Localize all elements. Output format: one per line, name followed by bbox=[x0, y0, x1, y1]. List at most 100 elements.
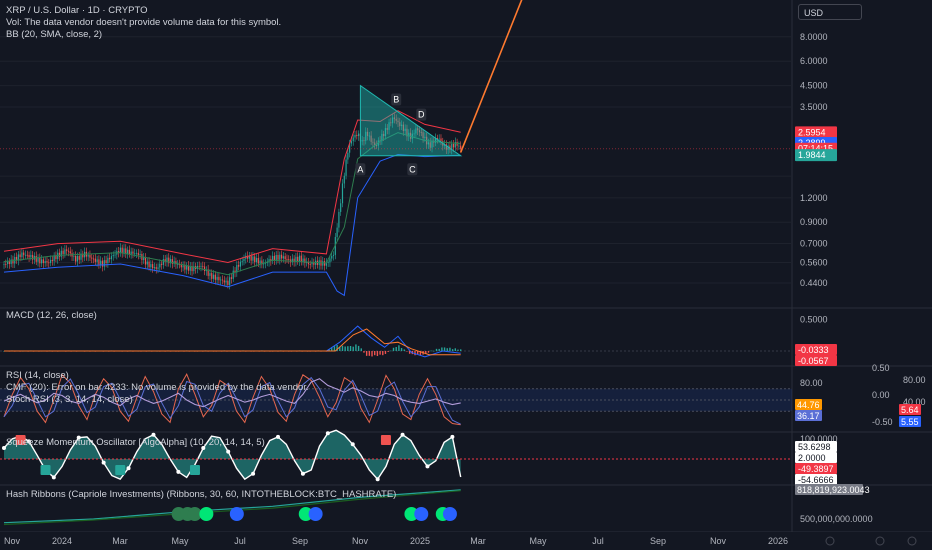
candle-body bbox=[75, 255, 77, 262]
candle-body bbox=[55, 256, 57, 260]
candle-body bbox=[375, 145, 378, 146]
candle-body bbox=[397, 120, 399, 123]
candle-body bbox=[42, 259, 44, 264]
macd-histogram-bar bbox=[414, 351, 416, 356]
macd-histogram-bar bbox=[427, 351, 430, 353]
macd-histogram-bar bbox=[392, 347, 395, 351]
macd-histogram-bar bbox=[341, 345, 344, 351]
macd-histogram-bar bbox=[395, 346, 397, 351]
macd-histogram-bar bbox=[441, 347, 443, 351]
squeeze-signal-marker bbox=[15, 435, 26, 445]
candle-body bbox=[178, 264, 181, 265]
hash-ribbons-pane[interactable] bbox=[3, 489, 461, 526]
candle-body bbox=[225, 280, 227, 283]
stoch-legend[interactable]: Stoch RSI (3, 3, 14, 14, close) bbox=[6, 394, 133, 405]
candle-body bbox=[164, 259, 166, 262]
cmf-legend[interactable]: CMF (20): Error on bar 4233: No volume i… bbox=[6, 382, 309, 393]
candle-body bbox=[374, 142, 376, 146]
time-axis[interactable]: Nov 2024 Mar May Jul Sep Nov 2025 Mar May Jul Sep No… bbox=[0, 532, 932, 550]
macd-pane[interactable] bbox=[0, 325, 792, 358]
squeeze-tag-bg bbox=[795, 452, 837, 463]
hash-legend[interactable]: Hash Ribbons (Capriole Investments) (Rib… bbox=[6, 489, 397, 500]
candle-body bbox=[21, 252, 23, 258]
squeeze-dot bbox=[76, 435, 81, 440]
hash-ribbon-marker bbox=[187, 507, 202, 521]
squeeze-dot bbox=[51, 475, 56, 480]
candle-body bbox=[62, 250, 64, 254]
rsi-tag-label: 5.64 bbox=[901, 405, 919, 415]
candle-body bbox=[404, 128, 406, 131]
bb-legend[interactable]: BB (20, SMA, close, 2) bbox=[6, 29, 103, 40]
rsi-pane[interactable] bbox=[0, 373, 792, 426]
time-tick-label: Nov bbox=[352, 536, 369, 546]
candle-body bbox=[418, 130, 421, 133]
macd-tick-label: 0.5000 bbox=[800, 314, 828, 324]
macd-histogram-bar bbox=[390, 350, 392, 352]
triangle-pattern bbox=[359, 84, 463, 157]
squeeze-dot bbox=[2, 445, 6, 450]
candle-body bbox=[343, 175, 345, 184]
candle-body bbox=[12, 259, 14, 264]
candle-body bbox=[370, 135, 372, 142]
candle-body bbox=[53, 256, 55, 262]
symbol-title[interactable]: XRP / U.S. Dollar · 1D · CRYPTO bbox=[6, 5, 148, 16]
candle-body bbox=[6, 261, 9, 265]
macd-legend[interactable]: MACD (12, 26, close) bbox=[6, 310, 97, 321]
cmf-tick-label: -0.50 bbox=[872, 417, 893, 427]
candle-body bbox=[372, 141, 374, 143]
candle-body bbox=[327, 262, 329, 264]
axis-option-icon bbox=[907, 536, 917, 546]
squeeze-pane[interactable] bbox=[0, 429, 792, 482]
price-tick-label: 0.7000 bbox=[800, 239, 828, 249]
stoch-tick-label: 40.00 bbox=[903, 397, 926, 407]
macd-histogram-bar bbox=[365, 351, 368, 356]
candle-body bbox=[406, 128, 408, 137]
pattern-label-bg bbox=[391, 93, 402, 106]
candle-body bbox=[114, 254, 116, 256]
squeeze-tick-label: 100.0000 bbox=[800, 434, 838, 444]
candle-body bbox=[152, 264, 154, 269]
candle-body bbox=[440, 138, 442, 141]
macd-histogram-bar bbox=[387, 351, 389, 352]
squeeze-dot bbox=[450, 434, 455, 439]
squeeze-dot bbox=[226, 449, 231, 454]
rsi-tag-bg bbox=[795, 410, 822, 421]
candle-body bbox=[212, 274, 215, 279]
time-tick-label: Jul bbox=[234, 536, 246, 546]
squeeze-dot bbox=[176, 469, 181, 474]
volume-note: Vol: The data vendor doesn't provide vol… bbox=[6, 17, 282, 28]
candle-body bbox=[438, 138, 440, 140]
candle-body bbox=[69, 251, 71, 254]
squeeze-dot bbox=[425, 464, 430, 469]
candle-body bbox=[435, 138, 437, 143]
candle-body bbox=[304, 258, 306, 263]
macd-histogram-bar bbox=[443, 347, 446, 351]
candle-body bbox=[363, 140, 365, 141]
candle-body bbox=[408, 132, 410, 137]
rsi-tag-bg bbox=[899, 416, 921, 427]
candle-body bbox=[107, 257, 109, 264]
bb-basis-line bbox=[3, 132, 461, 276]
candle-body bbox=[66, 249, 68, 251]
candle-body bbox=[110, 256, 113, 260]
rsi-legend[interactable]: RSI (14, close) bbox=[6, 370, 69, 381]
squeeze-signal-marker bbox=[115, 465, 126, 475]
price-pane[interactable]: A B C D bbox=[0, 0, 792, 297]
candle-body bbox=[121, 247, 123, 253]
pattern-label-bg bbox=[416, 108, 427, 121]
pattern-label: D bbox=[416, 108, 427, 121]
candle-body bbox=[49, 259, 52, 263]
squeeze-legend[interactable]: Squeeze Momentum Oscillator [AlgoAlpha] … bbox=[6, 437, 265, 448]
candle-body bbox=[388, 122, 390, 130]
price-axis[interactable]: 8.0000 6.0000 4.5000 3.5000 1.2000 0.9000 0.70… bbox=[795, 32, 926, 524]
currency-selector[interactable]: USD bbox=[798, 4, 862, 20]
macd-tag-label: -0.0567 bbox=[798, 356, 829, 366]
candle-body bbox=[159, 263, 161, 268]
candle-body bbox=[118, 251, 120, 254]
candle-body bbox=[162, 259, 164, 265]
macd-histogram-bar bbox=[406, 351, 408, 352]
candle-body bbox=[279, 254, 281, 260]
hash-ribbon-marker bbox=[308, 507, 323, 521]
projection-line bbox=[459, 0, 523, 153]
